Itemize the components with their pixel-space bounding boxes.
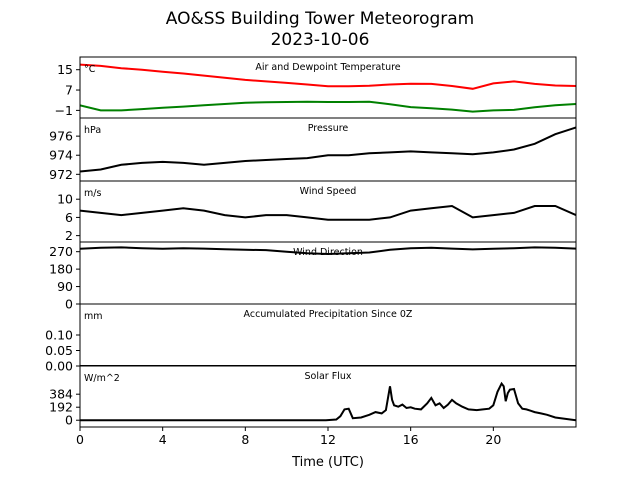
- series-line-0-0: [80, 63, 576, 90]
- series-line-1-0: [80, 126, 576, 173]
- x-tick-label: 16: [403, 432, 419, 447]
- panel-title: Wind Speed: [300, 186, 357, 197]
- panel-title: Accumulated Precipitation Since 0Z: [244, 309, 413, 320]
- x-tick-label: 4: [159, 432, 167, 447]
- y-tick-label: 976: [49, 129, 73, 144]
- panel-0: −1 7 15 Air and Dewpoint Temperature °C: [55, 56, 577, 119]
- x-axis: 0 4 8 12 16 20: [76, 427, 501, 447]
- y-tick-label: 15: [57, 62, 73, 77]
- chart-title: AO&SS Building Tower Meteorogram: [166, 9, 474, 29]
- y-tick-label: 180: [49, 262, 73, 277]
- y-tick-label: 0.10: [45, 328, 73, 343]
- panel-unit: °C: [84, 64, 96, 75]
- panel-title: Air and Dewpoint Temperature: [255, 62, 400, 73]
- y-tick-label: 0.05: [45, 343, 73, 358]
- y-tick-label: −1: [55, 103, 73, 118]
- panel-title: Wind Direction: [293, 247, 363, 258]
- y-tick-label: 384: [49, 387, 73, 402]
- y-tick-label: 2: [65, 228, 73, 243]
- panel-title: Solar Flux: [305, 371, 352, 382]
- panel-unit: hPa: [84, 125, 101, 136]
- panel-4: 0.000.050.10 Accumulated Precipitation Si…: [45, 303, 577, 374]
- x-tick-label: 12: [320, 432, 336, 447]
- x-tick-label: 20: [485, 432, 501, 447]
- x-tick-label: 8: [241, 432, 249, 447]
- y-tick-label: 192: [49, 400, 73, 415]
- y-tick-label: 0: [65, 413, 73, 428]
- panel-3: 0 90 180 270 Wind Direction: [49, 241, 577, 312]
- y-tick-label: 6: [65, 210, 73, 225]
- x-axis-label: Time (UTC): [291, 455, 364, 470]
- y-tick-label: 90: [57, 279, 73, 294]
- y-tick-label: 974: [49, 148, 73, 163]
- panel-title: Pressure: [308, 123, 349, 134]
- panel-2: 2 6 10 Wind Speed m/s: [57, 180, 577, 243]
- y-tick-label: 0.00: [45, 359, 73, 374]
- y-tick-label: 972: [49, 167, 73, 182]
- y-tick-label: 7: [65, 83, 73, 98]
- y-tick-label: 270: [49, 244, 73, 259]
- series-line-2-0: [80, 204, 576, 221]
- chart-subtitle: 2023-10-06: [271, 30, 370, 50]
- y-tick-label: 0: [65, 297, 73, 312]
- panel-1: 972 974 976 Pressure hPa: [49, 117, 577, 182]
- series-line-3-0: [80, 246, 576, 256]
- x-tick-label: 0: [76, 432, 84, 447]
- panel-unit: m/s: [84, 188, 101, 199]
- panel-unit: mm: [84, 311, 103, 322]
- series-line-0-1: [80, 100, 576, 113]
- series-line-5-0: [80, 381, 576, 422]
- y-tick-label: 10: [57, 192, 73, 207]
- panel-unit: W/m^2: [84, 373, 120, 384]
